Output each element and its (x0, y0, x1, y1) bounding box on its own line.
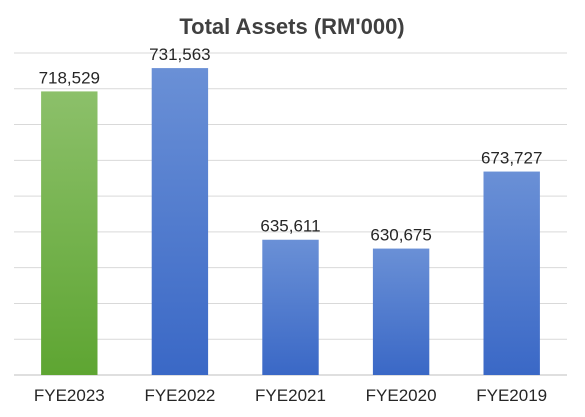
category-ticks: FYE2023 FYE2022 FYE2021 FYE2020 FYE2019 (34, 386, 547, 405)
data-label-fye2021: 635,611 (260, 217, 320, 236)
x-tick-label-fye2019: FYE2019 (476, 386, 547, 405)
gridlines (14, 52, 567, 376)
x-tick-label-fye2021: FYE2021 (255, 386, 326, 405)
data-label-fye2022: 731,563 (149, 45, 210, 64)
data-labels: 718,529 731,563 635,611 630,675 673,727 (39, 45, 543, 244)
x-tick-label-fye2023: FYE2023 (34, 386, 105, 405)
x-tick-label-fye2022: FYE2022 (144, 386, 215, 405)
chart-title: Total Assets (RM'000) (179, 14, 404, 39)
bar-fye2022 (151, 68, 209, 375)
data-label-fye2023: 718,529 (39, 68, 100, 87)
bar-fye2020 (372, 248, 430, 375)
bar-fye2019 (483, 171, 540, 375)
x-tick-label-fye2020: FYE2020 (366, 386, 437, 405)
bar-fye2021 (262, 239, 319, 375)
data-label-fye2019: 673,727 (481, 149, 542, 168)
bar-fye2023 (41, 91, 98, 375)
bars (41, 68, 540, 375)
data-label-fye2020: 630,675 (370, 226, 431, 245)
